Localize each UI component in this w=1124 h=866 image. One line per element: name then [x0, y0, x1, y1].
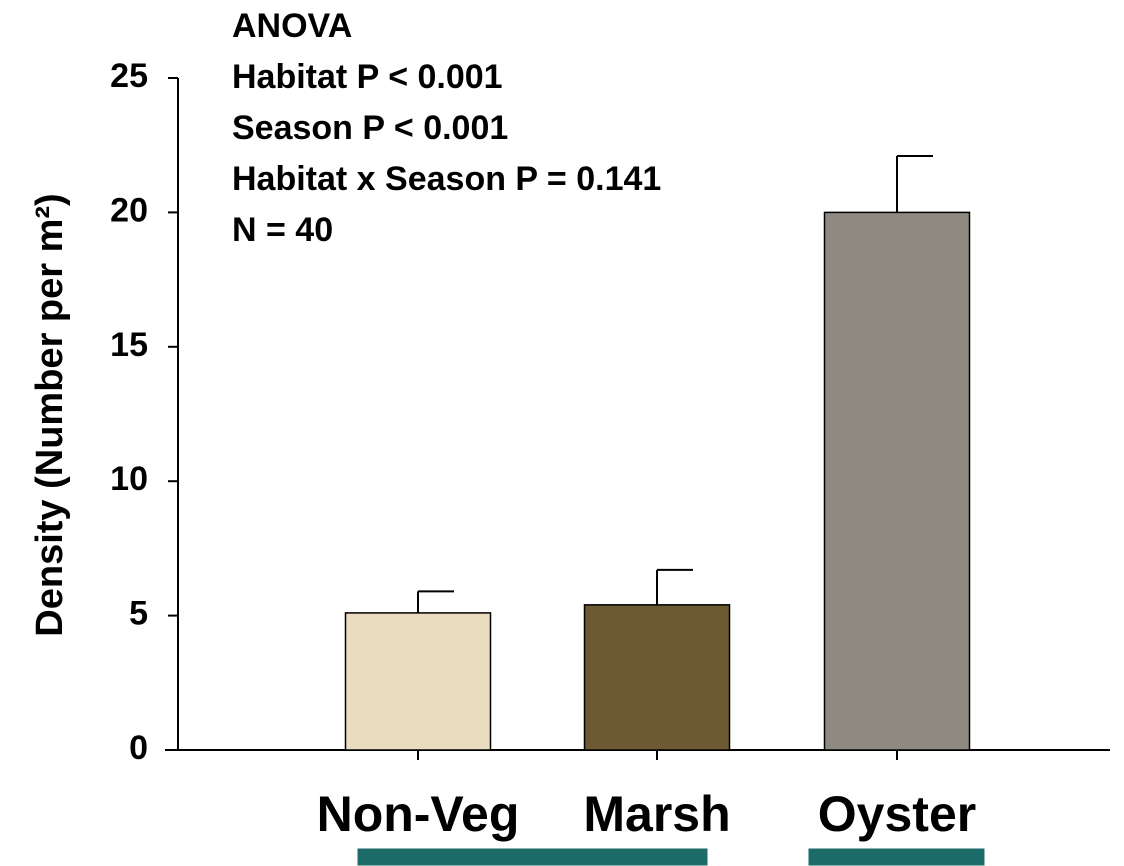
group-box — [356, 847, 709, 866]
bar — [344, 612, 492, 751]
annotation: Season P < 0.001 — [232, 109, 508, 147]
y-tick-label: 15 — [110, 326, 148, 364]
annotation: N = 40 — [232, 211, 333, 249]
bar — [823, 211, 971, 751]
annotation: Habitat P < 0.001 — [232, 58, 503, 96]
bar — [583, 604, 731, 751]
x-tick-label: Non-Veg — [317, 786, 520, 842]
group-box — [807, 847, 986, 866]
y-tick-label: 20 — [110, 191, 148, 229]
y-tick-label: 5 — [129, 595, 148, 633]
annotation: ANOVA — [232, 7, 352, 45]
y-tick-label: 25 — [110, 57, 148, 95]
x-tick-label: Oyster — [818, 786, 976, 842]
x-tick-label: Marsh — [583, 786, 730, 842]
annotation: Habitat x Season P = 0.141 — [232, 160, 661, 198]
y-axis-label: Density (Number per m²) — [29, 193, 71, 636]
y-tick-label: 0 — [129, 729, 148, 767]
y-tick-label: 10 — [110, 460, 148, 498]
